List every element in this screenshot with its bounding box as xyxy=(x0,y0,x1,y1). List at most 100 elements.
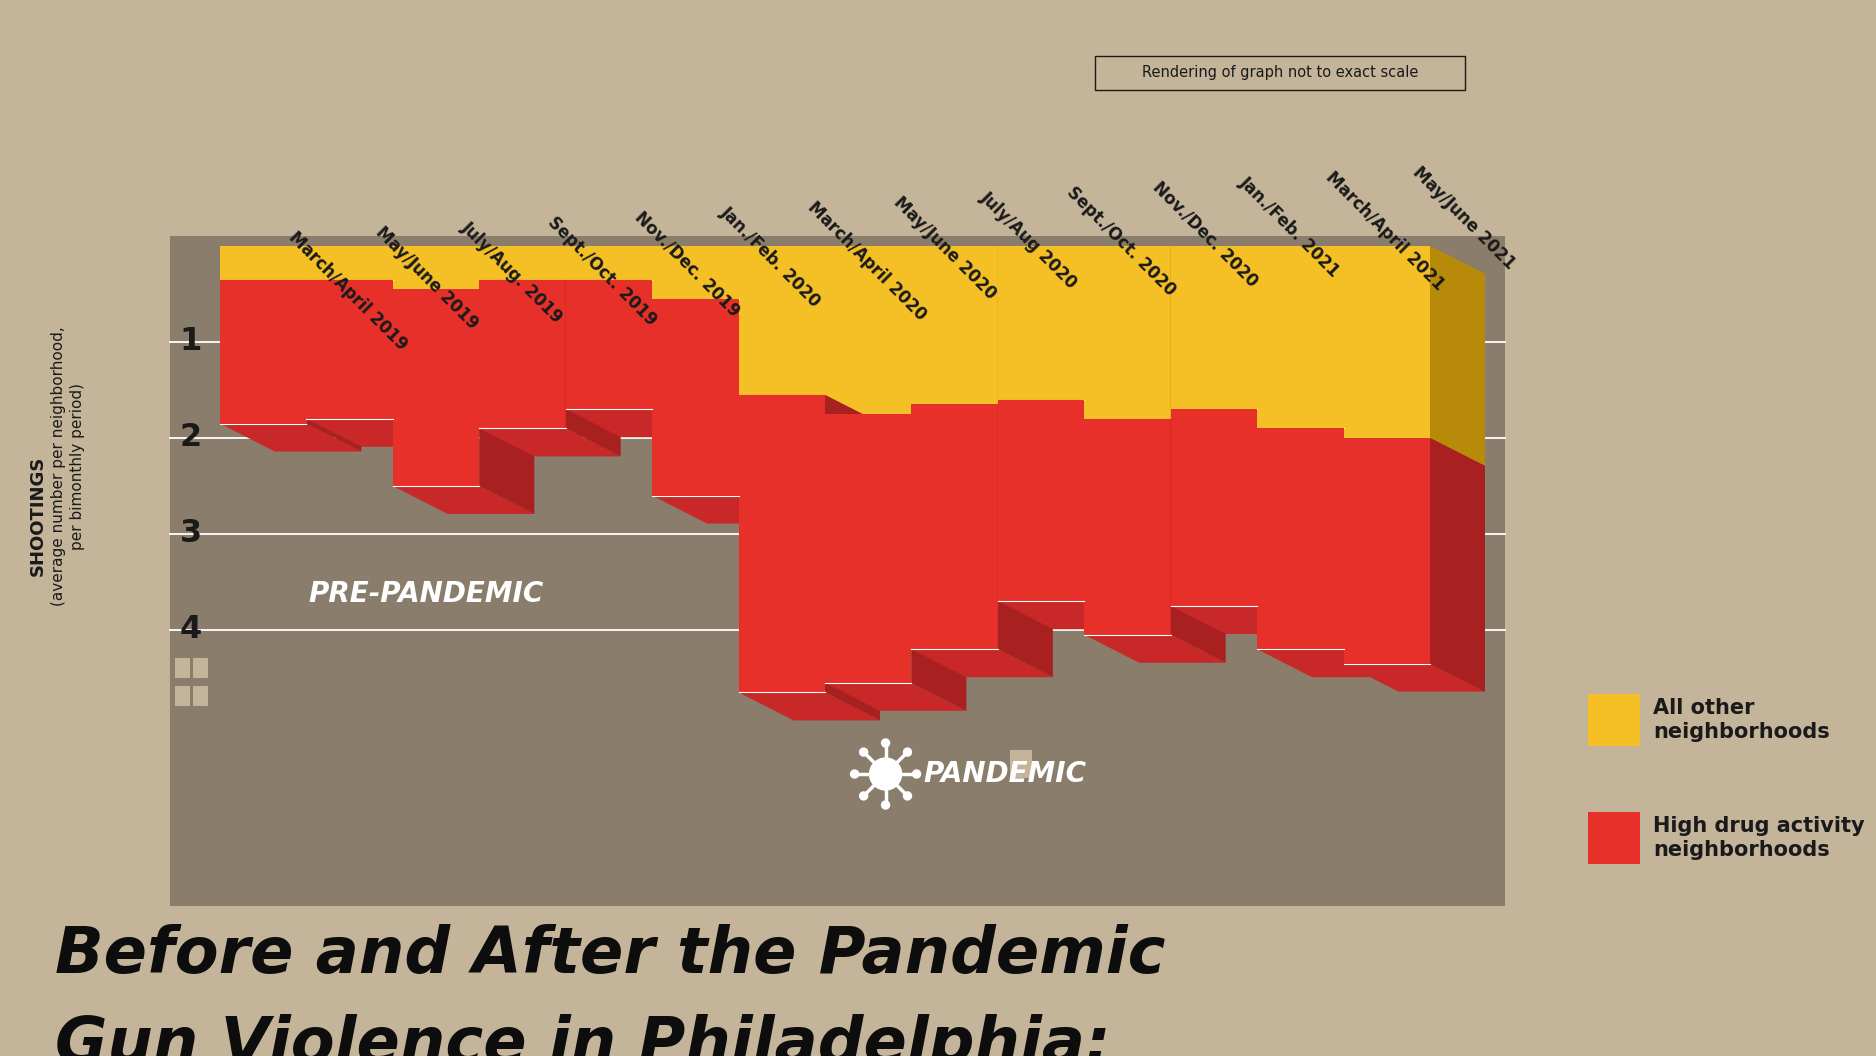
Polygon shape xyxy=(219,280,362,307)
Text: 3: 3 xyxy=(180,518,203,549)
Polygon shape xyxy=(1171,246,1225,447)
Polygon shape xyxy=(1430,246,1486,466)
Text: Jan./Feb. 2021: Jan./Feb. 2021 xyxy=(1236,173,1343,281)
Polygon shape xyxy=(478,246,567,280)
Polygon shape xyxy=(1257,649,1399,677)
Polygon shape xyxy=(1343,246,1430,438)
Polygon shape xyxy=(653,246,739,299)
Polygon shape xyxy=(1171,410,1311,437)
Circle shape xyxy=(859,792,869,800)
Polygon shape xyxy=(306,246,392,280)
Text: Rendering of graph not to exact scale: Rendering of graph not to exact scale xyxy=(1142,65,1418,80)
Polygon shape xyxy=(998,601,1139,629)
Polygon shape xyxy=(653,299,739,495)
Polygon shape xyxy=(306,280,448,307)
Polygon shape xyxy=(1343,438,1430,663)
Text: Sept./Oct. 2019: Sept./Oct. 2019 xyxy=(544,213,660,329)
Polygon shape xyxy=(998,404,1052,677)
Text: All other
neighborhoods: All other neighborhoods xyxy=(1653,698,1829,742)
Polygon shape xyxy=(1430,438,1486,692)
Polygon shape xyxy=(912,246,998,404)
Polygon shape xyxy=(567,280,707,307)
Polygon shape xyxy=(1171,419,1225,663)
Text: May/June 2019: May/June 2019 xyxy=(371,223,482,333)
Text: SHOOTINGS: SHOOTINGS xyxy=(28,456,47,577)
Polygon shape xyxy=(739,235,1505,821)
Polygon shape xyxy=(739,395,880,422)
Polygon shape xyxy=(998,399,1084,601)
Polygon shape xyxy=(1343,438,1486,466)
Polygon shape xyxy=(998,399,1139,428)
Circle shape xyxy=(904,748,912,756)
Polygon shape xyxy=(912,404,1052,432)
Polygon shape xyxy=(1257,429,1343,649)
Bar xyxy=(174,658,189,678)
Text: March/April 2021: March/April 2021 xyxy=(1323,168,1448,294)
Circle shape xyxy=(904,792,912,800)
Text: May/June 2020: May/June 2020 xyxy=(891,193,1000,303)
Polygon shape xyxy=(1084,635,1225,663)
Polygon shape xyxy=(567,410,707,437)
Polygon shape xyxy=(478,246,535,317)
Polygon shape xyxy=(825,246,912,414)
Polygon shape xyxy=(392,289,535,317)
Polygon shape xyxy=(998,246,1052,432)
Polygon shape xyxy=(653,495,794,524)
Circle shape xyxy=(870,758,902,790)
Polygon shape xyxy=(171,235,1505,906)
Polygon shape xyxy=(171,235,739,786)
Polygon shape xyxy=(306,419,448,447)
Text: Jan./Feb. 2020: Jan./Feb. 2020 xyxy=(717,203,825,310)
Polygon shape xyxy=(392,289,478,486)
Polygon shape xyxy=(739,395,825,693)
Polygon shape xyxy=(478,280,567,429)
Circle shape xyxy=(882,739,889,747)
Polygon shape xyxy=(478,429,621,456)
Polygon shape xyxy=(1084,419,1225,447)
Polygon shape xyxy=(912,246,966,442)
Polygon shape xyxy=(478,289,535,514)
Polygon shape xyxy=(653,299,794,326)
Text: Sept./Oct. 2020: Sept./Oct. 2020 xyxy=(1064,183,1180,299)
Polygon shape xyxy=(1257,429,1399,456)
Polygon shape xyxy=(306,280,392,419)
Bar xyxy=(1009,750,1032,778)
Polygon shape xyxy=(478,280,621,307)
Polygon shape xyxy=(219,246,306,280)
Polygon shape xyxy=(1257,246,1343,429)
Text: High drug activity
neighborhoods: High drug activity neighborhoods xyxy=(1653,815,1865,861)
Polygon shape xyxy=(1084,246,1171,419)
Polygon shape xyxy=(912,414,966,711)
Text: 2: 2 xyxy=(180,422,203,453)
Polygon shape xyxy=(825,683,966,711)
Polygon shape xyxy=(825,414,966,442)
Circle shape xyxy=(859,748,869,756)
Polygon shape xyxy=(825,414,912,683)
Text: 4: 4 xyxy=(180,615,203,645)
Polygon shape xyxy=(1343,663,1486,692)
Circle shape xyxy=(912,770,921,778)
Circle shape xyxy=(850,770,859,778)
Polygon shape xyxy=(1084,419,1171,635)
Polygon shape xyxy=(306,280,362,452)
Polygon shape xyxy=(739,246,825,395)
Polygon shape xyxy=(392,246,478,289)
Polygon shape xyxy=(567,246,653,280)
Text: (average number per neighborhood,
per bimonthly period): (average number per neighborhood, per bi… xyxy=(51,326,86,606)
Bar xyxy=(174,686,189,706)
Bar xyxy=(1587,812,1640,864)
Text: Nov./Dec. 2020: Nov./Dec. 2020 xyxy=(1150,178,1263,290)
Text: Gun Violence in Philadelphia:: Gun Violence in Philadelphia: xyxy=(54,1014,1111,1056)
Bar xyxy=(1587,694,1640,746)
Polygon shape xyxy=(219,423,362,452)
Polygon shape xyxy=(1171,246,1257,410)
Text: March/April 2020: March/April 2020 xyxy=(803,199,930,324)
Bar xyxy=(1096,56,1465,90)
Polygon shape xyxy=(1430,246,1486,466)
Polygon shape xyxy=(1171,606,1311,634)
Text: Nov./Dec. 2019: Nov./Dec. 2019 xyxy=(630,208,743,320)
Text: Before and After the Pandemic: Before and After the Pandemic xyxy=(54,924,1165,986)
Bar xyxy=(193,658,208,678)
Polygon shape xyxy=(1171,410,1257,606)
Text: July/Aug 2020: July/Aug 2020 xyxy=(977,188,1081,291)
